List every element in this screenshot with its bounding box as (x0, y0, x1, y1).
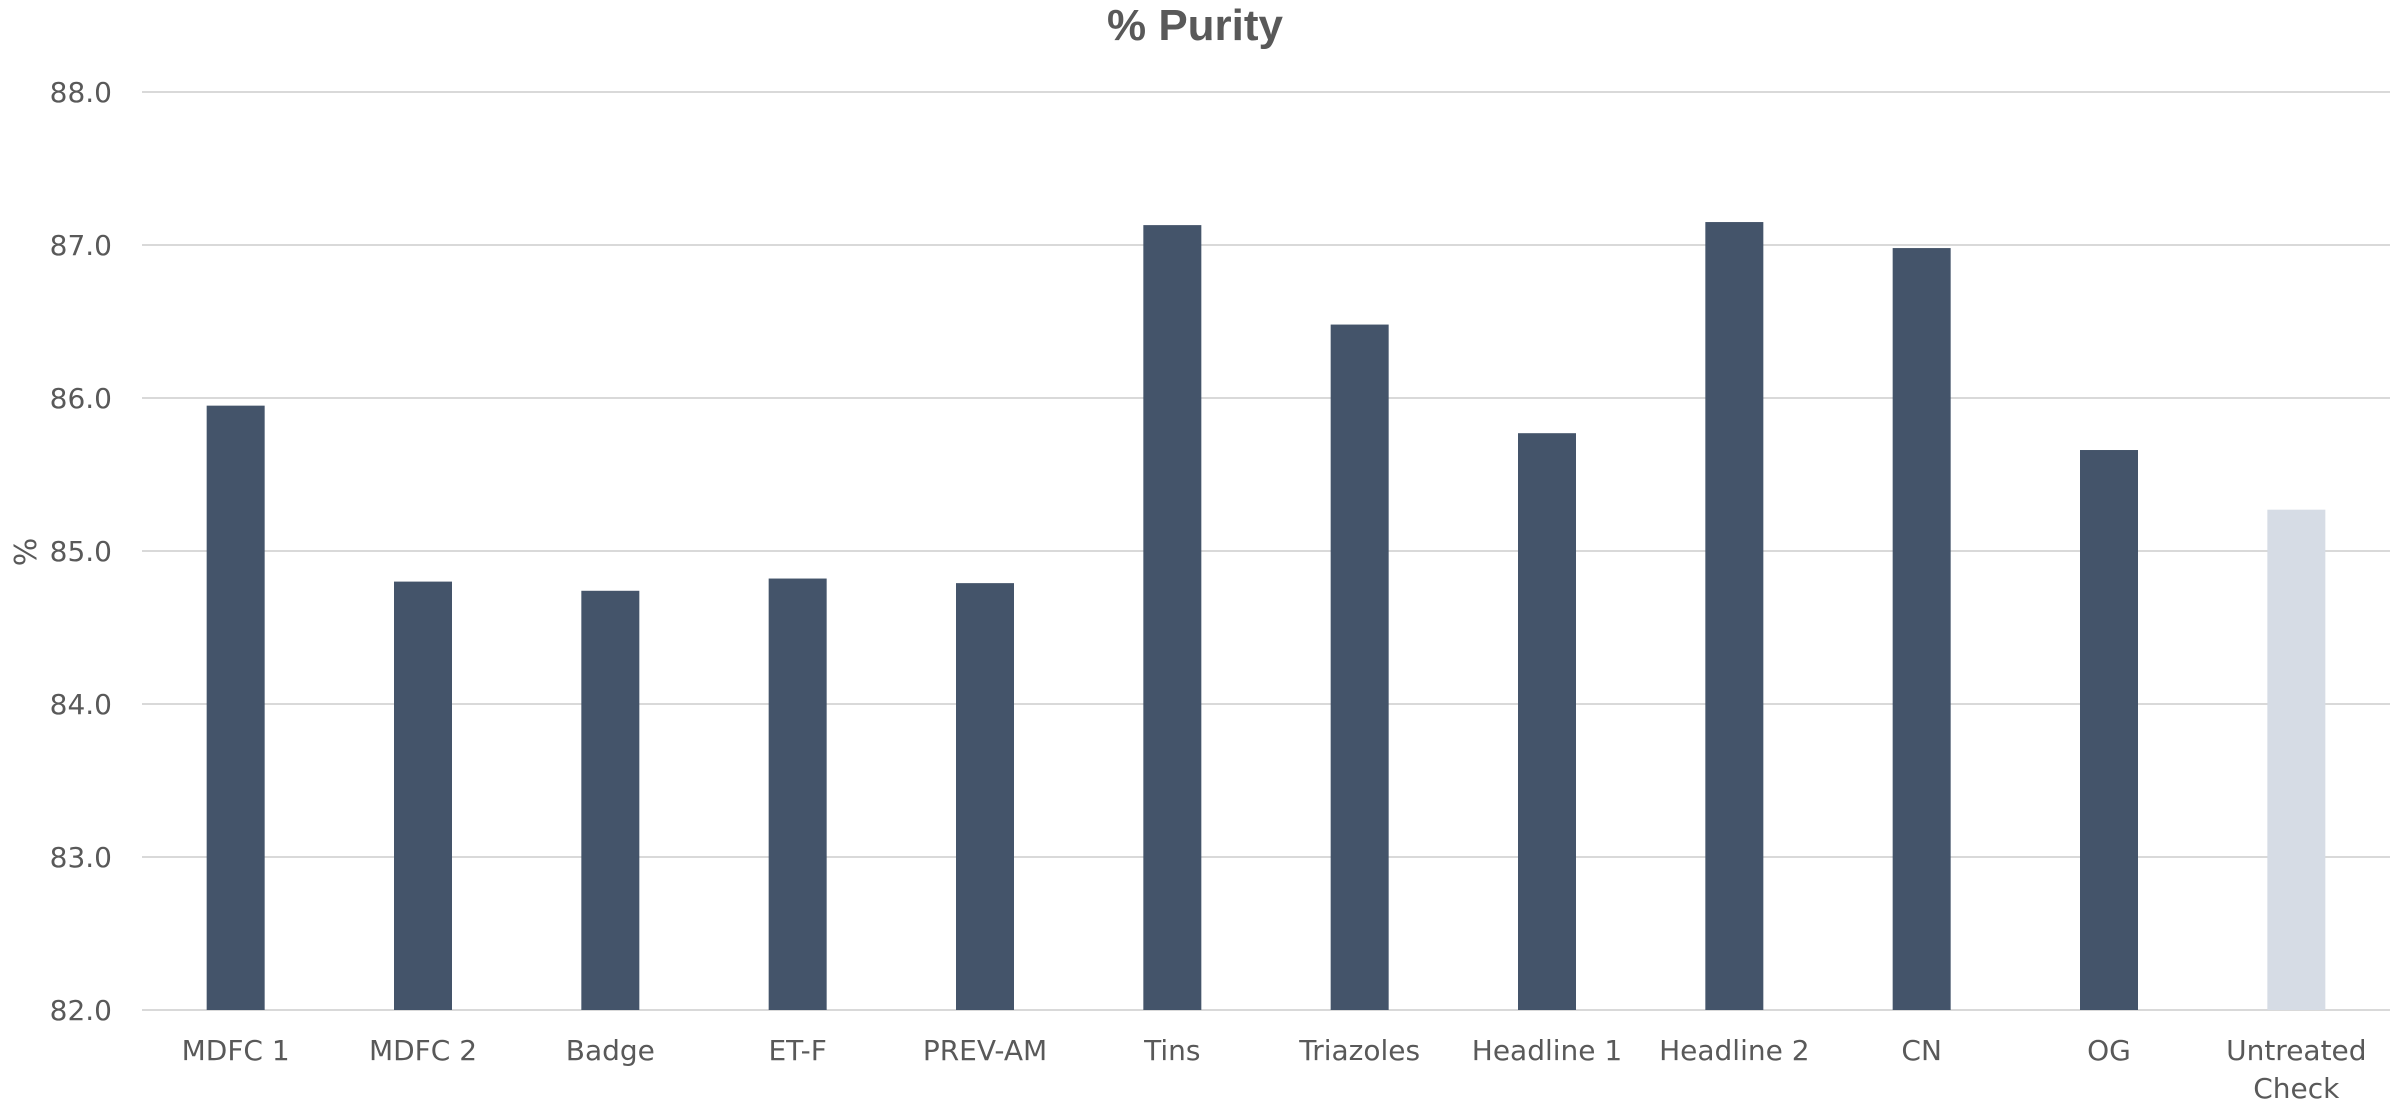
bar (581, 590, 640, 1010)
x-tick-label: Untreated Check (2226, 1034, 2366, 1105)
x-tick-label-line: PREV-AM (923, 1034, 1047, 1067)
bar (1705, 222, 1764, 1011)
x-tick-label: MDFC 1 (182, 1034, 290, 1067)
x-tick-label: PREV-AM (923, 1034, 1047, 1067)
y-tick-label: 82.0 (50, 994, 112, 1027)
bar (2267, 509, 2326, 1010)
gridlines (142, 91, 2390, 1011)
x-tick-label: Headline 2 (1659, 1034, 1809, 1067)
x-tick-label-line: OG (2087, 1034, 2131, 1067)
x-tick-label-line: CN (1901, 1034, 1942, 1067)
x-tick-label: Triazoles (1298, 1034, 1420, 1067)
x-tick-label: CN (1901, 1034, 1942, 1067)
y-tick-label: 86.0 (50, 382, 112, 415)
bars (206, 222, 2326, 1011)
x-tick-label-line: MDFC 2 (369, 1034, 477, 1067)
y-tick-label: 87.0 (50, 229, 112, 262)
x-tick-label-line: Triazoles (1298, 1034, 1420, 1067)
bar (768, 578, 827, 1010)
x-tick-label-line: Headline 2 (1659, 1034, 1809, 1067)
x-tick-label: Headline 1 (1472, 1034, 1622, 1067)
x-tick-label: Tins (1143, 1034, 1200, 1067)
bar (956, 583, 1014, 1010)
y-axis-title: % (9, 538, 44, 567)
x-tick-label-line: Badge (566, 1034, 655, 1067)
y-tick-label: 83.0 (50, 841, 112, 874)
x-tick-label-line: MDFC 1 (182, 1034, 290, 1067)
bar (394, 581, 452, 1010)
bar (206, 405, 265, 1010)
bar (1330, 324, 1389, 1010)
x-tick-label-line: Headline 1 (1472, 1034, 1622, 1067)
x-tick-label-line: ET-F (768, 1034, 826, 1067)
x-tick-label: ET-F (768, 1034, 826, 1067)
x-tick-label: OG (2087, 1034, 2131, 1067)
x-tick-label-line: Check (2253, 1072, 2340, 1105)
chart-title: % Purity (1107, 1, 1284, 50)
x-tick-label-line: Untreated (2226, 1034, 2366, 1067)
y-tick-label: 84.0 (50, 688, 112, 721)
x-axis-labels: MDFC 1 MDFC 2 Badge ET-F PREV-AM Tins Triazole… (182, 1034, 2367, 1105)
bar (1143, 225, 1202, 1011)
bar (1518, 433, 1576, 1010)
x-tick-label-line: Tins (1143, 1034, 1200, 1067)
x-tick-label: Badge (566, 1034, 655, 1067)
y-axis-ticks: 82.0 83.0 84.0 85.0 86.0 87.0 88.0 (50, 76, 112, 1027)
x-tick-label: MDFC 2 (369, 1034, 477, 1067)
bar (1892, 248, 1951, 1010)
y-tick-label: 88.0 (50, 76, 112, 109)
y-tick-label: 85.0 (50, 535, 112, 568)
bar (2080, 450, 2138, 1010)
